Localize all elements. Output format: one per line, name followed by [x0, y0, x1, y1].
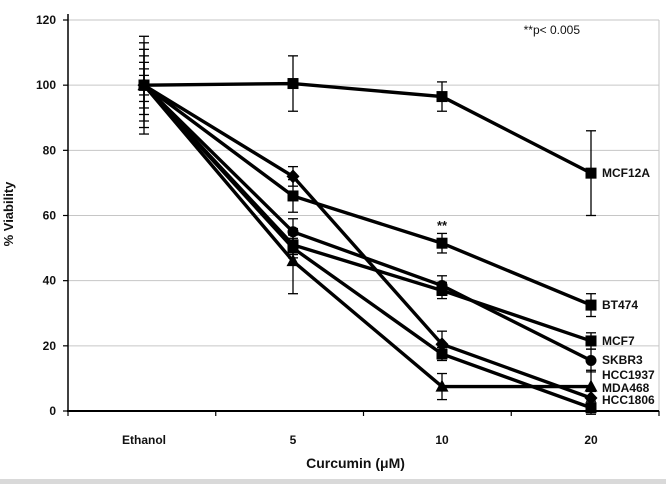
- x-category-label-Ethanol: Ethanol: [122, 433, 166, 447]
- x-category-label-10: 10: [435, 433, 449, 447]
- marker-BT474-20: [585, 299, 597, 311]
- series-label-BT474: BT474: [602, 298, 638, 312]
- marker-MCF7-10: [436, 284, 448, 296]
- series-line-MDA468: [142, 84, 591, 389]
- series-line-BT474: [142, 83, 592, 307]
- marker-BT474-10: [436, 237, 448, 249]
- y-tick-label-40: 40: [43, 274, 57, 288]
- x-category-label-20: 20: [584, 433, 598, 447]
- marker-SKBR3-20: [585, 354, 597, 366]
- x-axis-title: Curcumin (μM): [306, 455, 405, 471]
- marker-SKBR3-5: [287, 226, 299, 238]
- y-tick-label-80: 80: [43, 143, 57, 157]
- x-category-label-5: 5: [290, 433, 297, 447]
- marker-HCC1806-20: [584, 390, 598, 405]
- marker-HCC1806-5: [286, 169, 300, 184]
- marker-MCF12A-10: [436, 91, 448, 103]
- series-label-HCC1806: HCC1806: [602, 393, 655, 407]
- marker-HCC1937-20: [585, 402, 597, 414]
- marker-HCC1806-10: [435, 337, 449, 352]
- significance-stars: **: [437, 218, 448, 233]
- y-tick-label-20: 20: [43, 339, 57, 353]
- marker-MDA468-20: [584, 379, 598, 392]
- pvalue-annotation: **p< 0.005: [523, 23, 580, 37]
- marker-MDA468-10: [435, 379, 449, 392]
- marker-MCF12A-5: [287, 78, 299, 90]
- series-line-HCC1937: [142, 84, 592, 410]
- series-label-HCC1937: HCC1937: [602, 368, 655, 382]
- window-edge: [0, 479, 666, 484]
- marker-MCF7-5: [287, 239, 299, 251]
- y-tick-label-0: 0: [49, 404, 56, 418]
- y-axis-title: % Viability: [1, 181, 16, 247]
- marker-MCF12A-20: [585, 167, 597, 179]
- series-label-MCF7: MCF7: [602, 334, 635, 348]
- marker-MCF12A-Ethanol: [138, 79, 150, 91]
- series-label-MDA468: MDA468: [602, 381, 650, 395]
- y-tick-label-100: 100: [36, 78, 56, 92]
- series-label-SKBR3: SKBR3: [602, 353, 643, 367]
- series-line-HCC1806: [143, 83, 592, 400]
- y-tick-label-60: 60: [43, 209, 57, 223]
- marker-HCC1937-10: [436, 348, 448, 360]
- marker-BT474-5: [287, 190, 299, 202]
- marker-MDA468-5: [286, 254, 300, 267]
- series-label-MCF12A: MCF12A: [602, 166, 650, 180]
- marker-MCF7-20: [585, 335, 597, 347]
- y-tick-label-120: 120: [36, 13, 56, 27]
- series-line-MCF12A: [143, 81, 592, 175]
